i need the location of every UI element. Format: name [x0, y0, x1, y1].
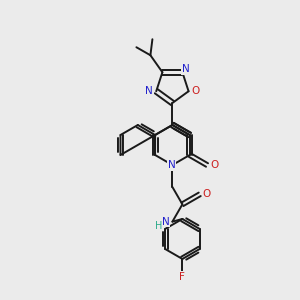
- Text: O: O: [191, 86, 200, 96]
- Text: O: O: [202, 189, 211, 199]
- Text: N: N: [182, 64, 189, 74]
- Text: N: N: [146, 86, 153, 96]
- Text: N: N: [167, 160, 175, 170]
- Text: F: F: [179, 272, 185, 282]
- Text: H: H: [155, 220, 162, 231]
- Text: N: N: [161, 217, 169, 226]
- Text: O: O: [210, 160, 218, 170]
